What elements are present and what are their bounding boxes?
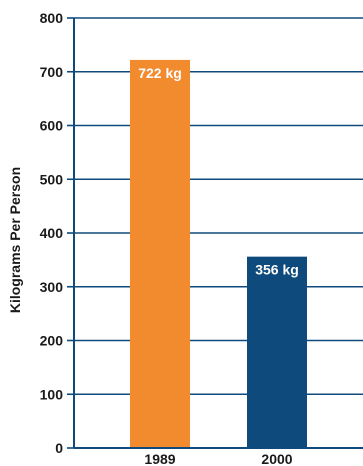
data-labels: 722 kg 356 kg [138, 65, 299, 278]
y-tick-label: 700 [40, 64, 64, 80]
bar-1989 [130, 59, 190, 449]
x-tick-label-1989: 1989 [144, 451, 175, 466]
y-tick-label: 400 [40, 225, 64, 241]
gridlines [74, 17, 363, 396]
x-category-labels: 1989 2000 [144, 451, 292, 466]
x-tick-label-2000: 2000 [261, 451, 292, 466]
y-tick-label: 200 [40, 333, 64, 349]
y-tick-labels: 0 100 200 300 400 500 600 700 800 [40, 10, 64, 456]
y-tick-label: 500 [40, 171, 64, 187]
y-tick-label: 100 [40, 386, 64, 402]
y-axis-label: Kilograms Per Person [7, 167, 23, 313]
y-tick-label: 0 [55, 440, 63, 456]
y-tick-label: 800 [40, 10, 64, 26]
bar-2000 [247, 256, 307, 448]
axes [67, 17, 363, 449]
data-label-1989: 722 kg [138, 65, 182, 81]
y-tick-label: 300 [40, 279, 64, 295]
bars [130, 59, 307, 449]
data-label-2000: 356 kg [255, 262, 299, 278]
y-tick-label: 600 [40, 118, 64, 134]
